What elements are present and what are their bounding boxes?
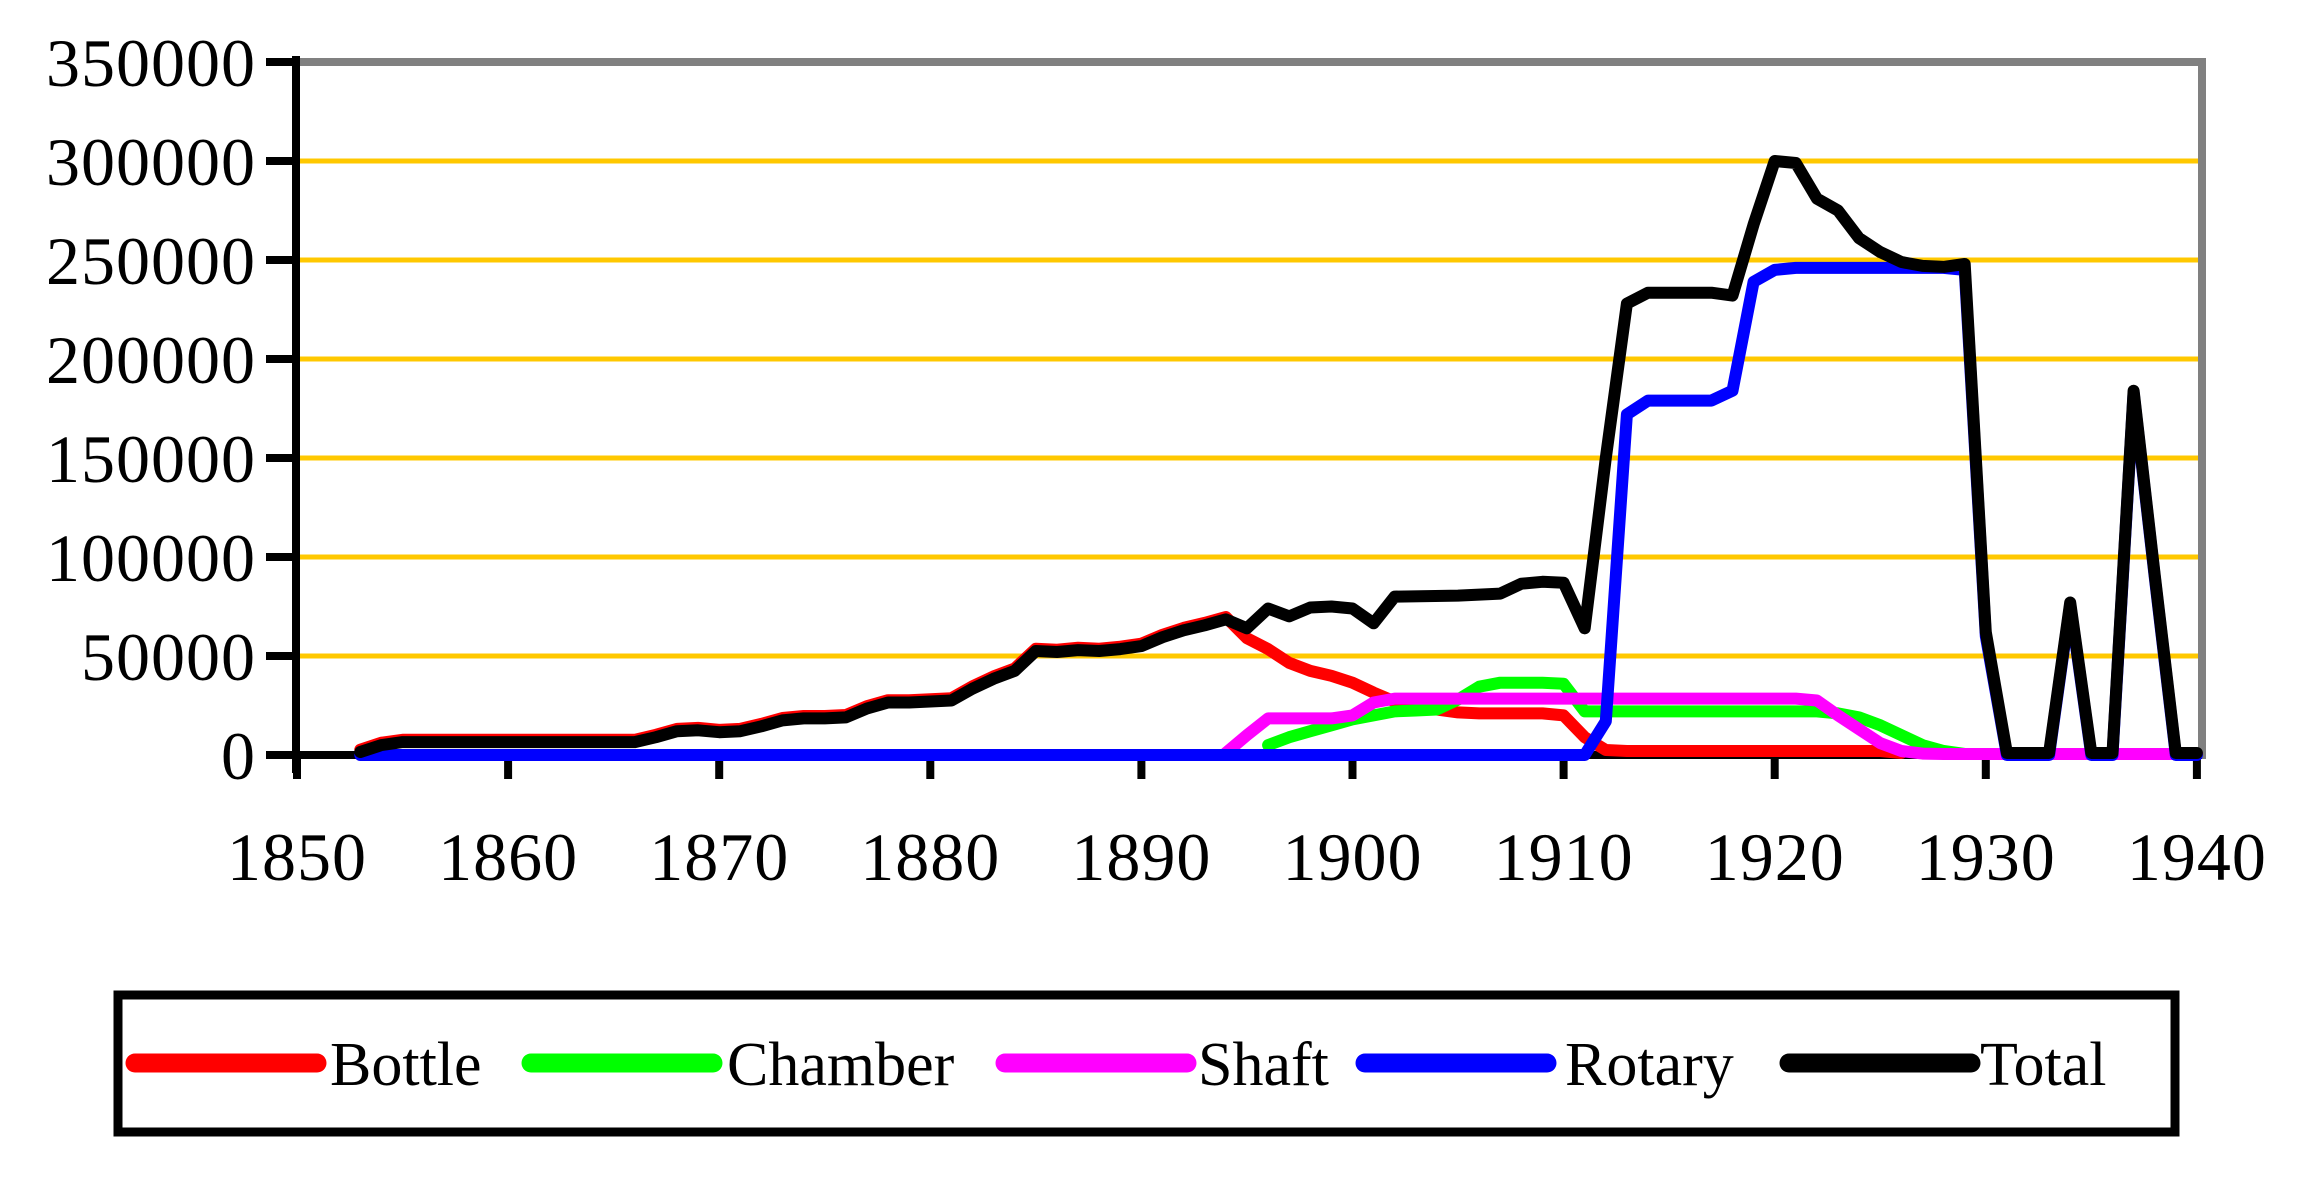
x-tick-label-1900: 1900: [1283, 819, 1423, 895]
series-line-total: [354, 155, 2203, 759]
legend-label-bottle: Bottle: [330, 1031, 482, 1099]
legend-label-shaft: Shaft: [1198, 1031, 1329, 1099]
y-tick-label-100000: 100000: [46, 520, 256, 596]
legend-label-rotary: Rotary: [1565, 1031, 1734, 1099]
x-tick-label-1910: 1910: [1494, 819, 1634, 895]
x-tick-label-1870: 1870: [649, 819, 789, 895]
x-tick-label-1850: 1850: [227, 819, 367, 895]
series-line-shaft: [1219, 692, 2203, 760]
legend-box: [113, 990, 2180, 1137]
x-tick-label-1920: 1920: [1705, 819, 1845, 895]
x-tick-label-1930: 1930: [1916, 819, 2056, 895]
series-line-bottle: [354, 611, 1908, 759]
legend-label-total: Total: [1980, 1031, 2107, 1099]
y-tick-label-150000: 150000: [46, 421, 256, 497]
y-tick-label-350000: 350000: [46, 25, 256, 101]
y-tick-label-200000: 200000: [46, 322, 256, 398]
y-tick-label-50000: 50000: [81, 619, 256, 695]
x-tick-label-1890: 1890: [1071, 819, 1211, 895]
legend-label-chamber: Chamber: [727, 1031, 955, 1099]
x-tick-label-1880: 1880: [860, 819, 1000, 895]
series-line-rotary: [354, 261, 2203, 761]
x-tick-label-1860: 1860: [438, 819, 578, 895]
x-tick-label-1940: 1940: [2127, 819, 2267, 895]
y-tick-label-0: 0: [221, 718, 256, 794]
y-tick-label-300000: 300000: [46, 124, 256, 200]
y-tick-label-250000: 250000: [46, 223, 256, 299]
